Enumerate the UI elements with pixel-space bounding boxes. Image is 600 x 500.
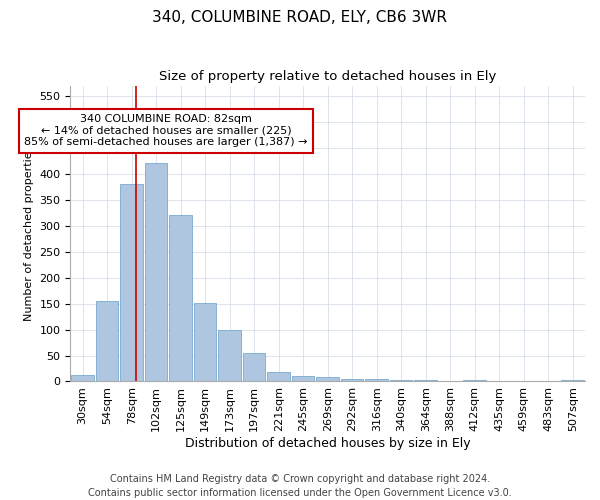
Bar [169, 216, 192, 382]
Bar [488, 381, 511, 382]
Text: Contains HM Land Registry data © Crown copyright and database right 2024.
Contai: Contains HM Land Registry data © Crown c… [88, 474, 512, 498]
Bar [537, 381, 560, 382]
Bar [390, 380, 412, 382]
Bar [562, 380, 584, 382]
Bar [292, 376, 314, 382]
Bar [415, 380, 437, 382]
Bar [218, 330, 241, 382]
Bar [194, 302, 217, 382]
Bar [71, 374, 94, 382]
Bar [268, 372, 290, 382]
Bar [463, 380, 486, 382]
Title: Size of property relative to detached houses in Ely: Size of property relative to detached ho… [159, 70, 496, 83]
Bar [316, 378, 339, 382]
Bar [145, 164, 167, 382]
Y-axis label: Number of detached properties: Number of detached properties [24, 146, 34, 321]
Text: 340 COLUMBINE ROAD: 82sqm
← 14% of detached houses are smaller (225)
85% of semi: 340 COLUMBINE ROAD: 82sqm ← 14% of detac… [24, 114, 308, 148]
Bar [96, 301, 118, 382]
Bar [439, 381, 461, 382]
Bar [243, 353, 265, 382]
Bar [512, 381, 535, 382]
Bar [365, 380, 388, 382]
Bar [341, 379, 364, 382]
X-axis label: Distribution of detached houses by size in Ely: Distribution of detached houses by size … [185, 437, 470, 450]
Text: 340, COLUMBINE ROAD, ELY, CB6 3WR: 340, COLUMBINE ROAD, ELY, CB6 3WR [152, 10, 448, 25]
Bar [121, 184, 143, 382]
